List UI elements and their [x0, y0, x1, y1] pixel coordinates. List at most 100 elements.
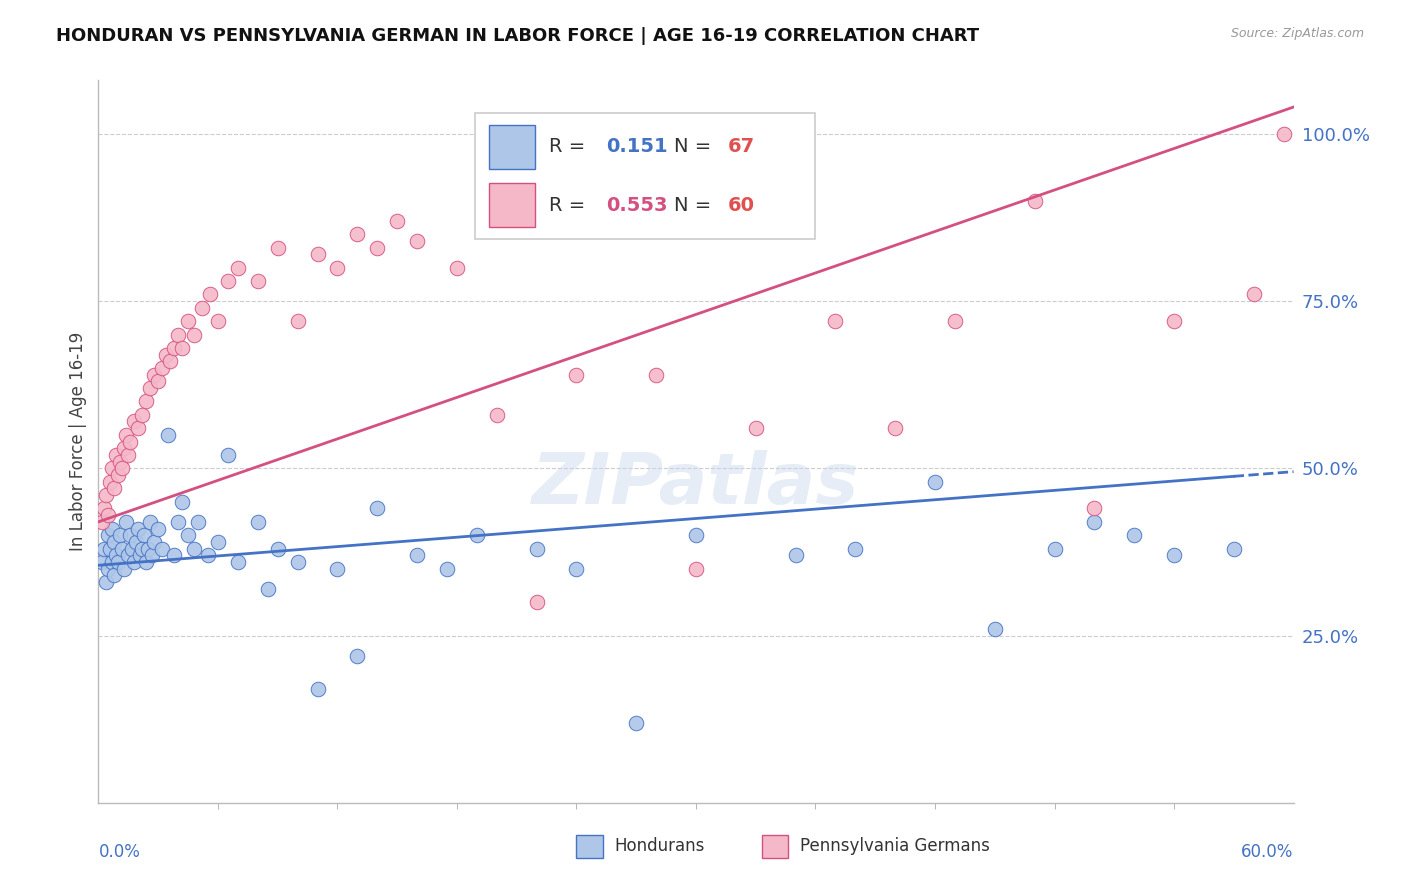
- Point: [326, 260, 349, 275]
- Point: [246, 515, 269, 529]
- Point: [172, 494, 194, 508]
- Point: [139, 381, 162, 395]
- Text: Source: ZipAtlas.com: Source: ZipAtlas.com: [1230, 27, 1364, 40]
- Text: Hondurans: Hondurans: [614, 838, 704, 855]
- Text: 60: 60: [728, 195, 755, 215]
- Y-axis label: In Labor Force | Age 16-19: In Labor Force | Age 16-19: [69, 332, 87, 551]
- Point: [101, 555, 124, 569]
- Point: [485, 408, 508, 422]
- Point: [267, 541, 290, 556]
- Point: [267, 241, 290, 255]
- Point: [1123, 528, 1146, 542]
- Point: [183, 327, 205, 342]
- Point: [1272, 127, 1295, 141]
- Point: [141, 548, 163, 563]
- Point: [326, 562, 349, 576]
- Point: [177, 314, 200, 328]
- Point: [115, 515, 138, 529]
- Point: [436, 562, 458, 576]
- FancyBboxPatch shape: [762, 835, 787, 858]
- Point: [103, 482, 125, 496]
- Point: [1024, 194, 1046, 208]
- Point: [626, 715, 648, 730]
- Point: [135, 394, 157, 409]
- Point: [98, 541, 122, 556]
- Point: [346, 648, 368, 663]
- Point: [1043, 541, 1066, 556]
- FancyBboxPatch shape: [475, 112, 815, 239]
- Text: ZIPatlas: ZIPatlas: [533, 450, 859, 519]
- FancyBboxPatch shape: [489, 125, 534, 169]
- Point: [446, 260, 468, 275]
- Point: [226, 260, 249, 275]
- Point: [134, 528, 156, 542]
- Point: [605, 207, 627, 221]
- Point: [115, 427, 138, 442]
- Text: 67: 67: [728, 137, 755, 156]
- Point: [112, 562, 135, 576]
- Point: [1083, 501, 1105, 516]
- Point: [1223, 541, 1246, 556]
- Point: [177, 528, 200, 542]
- Point: [167, 515, 190, 529]
- Point: [984, 622, 1007, 636]
- Point: [844, 541, 866, 556]
- Point: [187, 515, 209, 529]
- Point: [111, 461, 134, 475]
- Point: [124, 414, 146, 429]
- Point: [191, 301, 214, 315]
- Point: [97, 562, 120, 576]
- Point: [157, 427, 180, 442]
- Point: [207, 534, 229, 549]
- Point: [98, 475, 122, 489]
- Point: [91, 555, 114, 569]
- Point: [112, 442, 135, 455]
- Point: [385, 214, 409, 228]
- Point: [565, 368, 588, 382]
- Point: [1163, 548, 1185, 563]
- Point: [197, 548, 219, 563]
- Point: [124, 555, 146, 569]
- Text: 0.0%: 0.0%: [98, 843, 141, 861]
- Point: [131, 408, 153, 422]
- Point: [685, 528, 707, 542]
- Point: [91, 515, 114, 529]
- Point: [217, 274, 239, 288]
- Point: [120, 528, 142, 542]
- Point: [1243, 287, 1265, 301]
- Point: [645, 368, 668, 382]
- Point: [117, 548, 139, 563]
- Point: [150, 541, 173, 556]
- Point: [565, 562, 588, 576]
- Point: [943, 314, 966, 328]
- Point: [125, 534, 148, 549]
- Point: [366, 241, 388, 255]
- Point: [226, 555, 249, 569]
- Point: [93, 541, 115, 556]
- Point: [685, 562, 707, 576]
- Point: [143, 534, 166, 549]
- Point: [107, 467, 129, 482]
- Point: [159, 354, 181, 368]
- Text: HONDURAN VS PENNSYLVANIA GERMAN IN LABOR FORCE | AGE 16-19 CORRELATION CHART: HONDURAN VS PENNSYLVANIA GERMAN IN LABOR…: [56, 27, 980, 45]
- Point: [217, 448, 239, 462]
- Point: [465, 528, 488, 542]
- Point: [101, 521, 124, 535]
- Point: [1083, 515, 1105, 529]
- Point: [105, 448, 128, 462]
- Text: R =: R =: [548, 195, 592, 215]
- Point: [287, 555, 309, 569]
- Point: [110, 455, 132, 469]
- Point: [105, 548, 128, 563]
- Text: N =: N =: [675, 137, 718, 156]
- Text: R =: R =: [548, 137, 592, 156]
- Point: [287, 314, 309, 328]
- Point: [121, 541, 143, 556]
- Point: [163, 548, 186, 563]
- Point: [129, 548, 152, 563]
- Point: [136, 541, 159, 556]
- Point: [101, 461, 124, 475]
- Point: [256, 582, 278, 596]
- Point: [103, 534, 125, 549]
- Point: [406, 234, 429, 248]
